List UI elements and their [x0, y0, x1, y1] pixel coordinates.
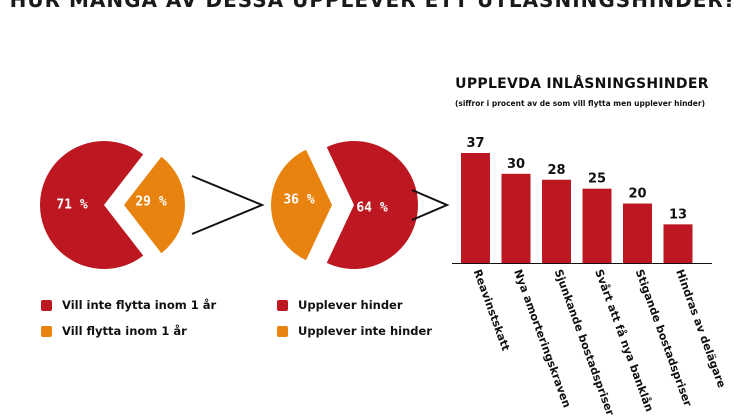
bar: [663, 224, 693, 263]
pie1-label-vill-flytta: 29 %: [135, 195, 166, 210]
bar: [542, 179, 571, 263]
legend-swatch: [41, 299, 52, 311]
connector-chevron-2: [411, 189, 450, 221]
legend-swatch: [277, 325, 288, 337]
pie1-slice-vill-inte-flytta: [40, 140, 144, 269]
pie2-label-upplever-inte-hinder: 36 %: [283, 193, 314, 208]
legend-label: Vill flytta inom 1 år: [62, 324, 187, 338]
bar: [623, 203, 652, 263]
pie1-slice-vill-flytta: [124, 156, 186, 254]
bar-value-label: 37: [466, 136, 484, 151]
legend-swatch: [41, 325, 52, 337]
legend-item-upplever-inte-hinder: Upplever inte hinder: [277, 324, 432, 338]
legend-label: Upplever inte hinder: [298, 324, 432, 338]
bar: [461, 153, 490, 263]
bar-value-label: 20: [628, 187, 646, 202]
bar-category-label: Reavinstskatt: [471, 268, 513, 353]
bar-value-label: 28: [547, 163, 565, 178]
connector-chevron-1: [191, 175, 265, 235]
bar-value-label: 25: [588, 172, 606, 187]
bar: [582, 188, 612, 263]
legend-label: Upplever hinder: [298, 298, 403, 312]
legend-item-vill-flytta: Vill flytta inom 1 år: [41, 324, 187, 338]
bar-chart-title: UPPLEVDA INLÅSNINGSHINDER: [455, 76, 709, 92]
pie1-label-vill-inte-flytta: 71 %: [56, 198, 87, 213]
pie2-label-upplever-hinder: 64 %: [356, 201, 387, 216]
bar-chart-subtitle: (siffror i procent av de som vill flytta…: [454, 99, 706, 108]
pie2-slice-upplever-hinder: [326, 141, 418, 269]
legend-item-vill-inte-flytta: Vill inte flytta inom 1 år: [41, 298, 216, 312]
legend-swatch: [277, 299, 288, 311]
bar: [501, 173, 531, 263]
pie2-slice-upplever-inte-hinder: [271, 149, 332, 261]
bar-value-label: 30: [507, 157, 525, 172]
bar-value-label: 13: [669, 207, 687, 222]
legend-label: Vill inte flytta inom 1 år: [62, 298, 217, 312]
page-title: HUR MÅNGA AV DESSA UPPLEVER ETT UTLÅSNIN…: [9, 0, 737, 12]
legend-item-upplever-hinder: Upplever hinder: [277, 298, 403, 312]
